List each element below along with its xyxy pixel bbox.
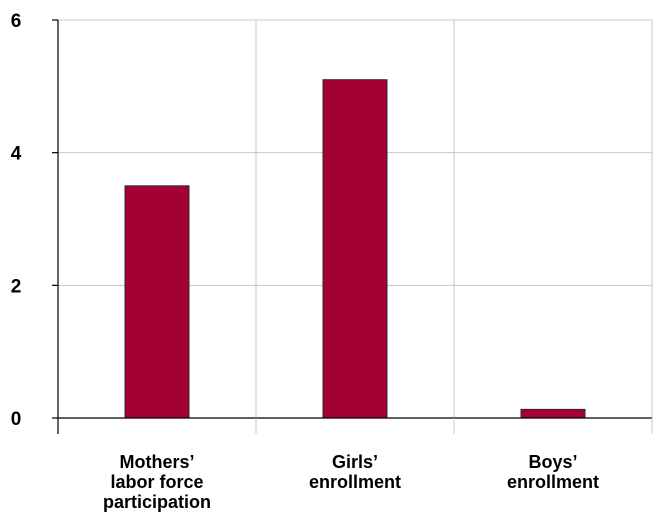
x-category-label-0-line-1: labor force — [110, 472, 203, 492]
axes — [52, 19, 653, 434]
x-category-label-0-line-0: Mothers’ — [119, 452, 194, 472]
bar-1 — [322, 79, 388, 419]
gridlines — [58, 19, 653, 418]
bar-0 — [124, 185, 190, 419]
y-tick-label-0: 0 — [11, 409, 22, 430]
y-tick-label-1: 2 — [11, 276, 22, 297]
x-category-label-1-line-1: enrollment — [309, 472, 401, 492]
bar-2 — [520, 408, 586, 419]
x-category-label-1-line-0: Girls’ — [332, 452, 378, 472]
x-category-label-1: Girls’ enrollment — [309, 452, 401, 492]
x-category-label-0: Mothers’ labor force participation — [103, 452, 211, 512]
y-tick-label-2: 4 — [11, 144, 22, 165]
y-tick-label-3: 6 — [11, 11, 22, 32]
y-tick-labels: 0 2 4 6 — [11, 11, 22, 430]
x-category-label-0-line-2: participation — [103, 492, 211, 512]
bars — [124, 79, 586, 419]
x-category-label-2: Boys’ enrollment — [507, 452, 599, 492]
x-category-label-2-line-0: Boys’ — [528, 452, 577, 472]
x-category-label-2-line-1: enrollment — [507, 472, 599, 492]
